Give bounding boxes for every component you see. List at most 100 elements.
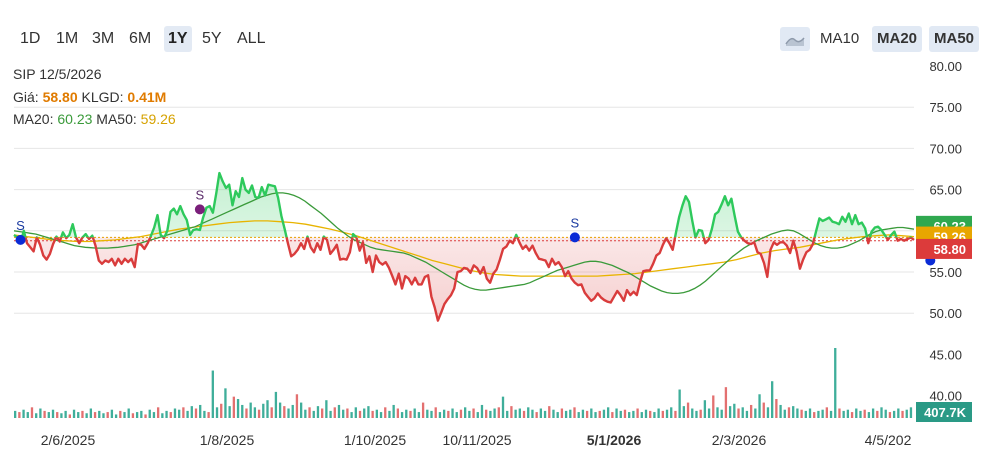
signal-dot <box>925 255 936 266</box>
price-area-up <box>14 173 897 238</box>
volume-bar <box>817 410 820 418</box>
volume-bar <box>640 412 643 418</box>
ma50-label: MA50: <box>96 111 137 127</box>
signal-dot <box>569 232 580 243</box>
volume-bar <box>14 410 17 418</box>
price-volume-line: Giá: 58.80 KLGD: 0.41M <box>13 89 166 105</box>
volume-bar <box>110 409 114 418</box>
ma20-last-label: 60.23 <box>933 219 966 234</box>
volume-bar <box>291 404 294 418</box>
volume-bar <box>102 413 105 418</box>
volume-bar <box>127 408 130 418</box>
ma20-last-label-box <box>916 215 972 236</box>
volume-bar <box>728 406 732 418</box>
volume-bar <box>367 406 370 418</box>
volume-bar <box>245 408 248 418</box>
volume-bar <box>203 410 206 418</box>
ma50-line <box>13 220 915 277</box>
volume-bar <box>686 402 690 418</box>
range-6m-button[interactable]: 6M <box>129 30 152 47</box>
price-line-up <box>13 171 913 238</box>
ma20-value: 60.23 <box>57 111 93 127</box>
volume-bar <box>35 413 38 418</box>
volume-bar <box>131 413 135 418</box>
volume-bar <box>379 412 383 418</box>
volume-bar <box>813 412 816 418</box>
x-axis: 2/6/2025 1/8/2025 1/10/2025 10/11/2025 5/1/2… <box>41 432 912 448</box>
price-label: Giá: <box>13 89 39 105</box>
toolbar: 1D 1M 3M 6M 1Y 5Y ALL MA10 MA20 MA50 <box>0 0 999 80</box>
volume-bar <box>876 410 879 418</box>
volume-bar <box>863 409 866 418</box>
volume-bar <box>123 412 126 418</box>
volume-bar <box>182 407 185 418</box>
volume-bar <box>560 408 564 418</box>
volume-bar <box>371 410 374 418</box>
volume-bar <box>236 399 240 418</box>
volume-bar <box>661 410 664 418</box>
volume-bar <box>114 414 118 418</box>
volume-bar <box>30 407 34 418</box>
signal-dot <box>15 234 26 245</box>
ma10-button[interactable]: MA10 <box>820 30 860 47</box>
ma50-button[interactable]: MA50 <box>929 26 980 52</box>
volume-bar <box>455 412 458 418</box>
volume-bar <box>573 407 576 418</box>
volume-bar <box>581 409 585 418</box>
volume-bar <box>632 410 635 418</box>
volume-bar <box>451 408 454 418</box>
volume-bar <box>215 407 219 418</box>
range-5y-button[interactable]: 5Y <box>202 30 222 47</box>
volume-bar <box>602 409 606 418</box>
volume-bar <box>590 408 593 418</box>
price-value: 58.80 <box>42 89 78 105</box>
volume-bar <box>585 410 589 418</box>
volume-bar <box>472 408 475 418</box>
range-all-button[interactable]: ALL <box>237 30 266 47</box>
area-chart-toggle-button[interactable] <box>780 27 810 51</box>
range-3m-button[interactable]: 3M <box>92 30 115 47</box>
volume-bar <box>426 409 429 418</box>
volume-bar <box>438 412 442 418</box>
volume-bar <box>81 410 84 418</box>
symbol-date-label: SIP 12/5/2026 <box>13 66 102 82</box>
range-1d-button[interactable]: 1D <box>20 30 41 47</box>
volume-bar <box>577 412 580 418</box>
volume-bar <box>274 391 278 418</box>
volume-bar <box>670 407 673 418</box>
volume-bar <box>396 408 400 418</box>
volume-bar <box>363 408 366 418</box>
volume-bar <box>628 412 631 418</box>
signal-markers: S S S S <box>15 187 936 266</box>
volume-bar <box>838 408 841 418</box>
volume-bar <box>762 402 765 418</box>
volume-bar <box>207 412 210 418</box>
range-1y-button[interactable]: 1Y <box>164 26 192 52</box>
volume-bar <box>842 410 845 418</box>
y-tick-label: 50.00 <box>929 306 962 321</box>
volume-bar <box>60 413 63 418</box>
volume-bar <box>594 412 597 418</box>
price-last-label: 58.80 <box>933 242 966 257</box>
volume-bar <box>178 409 181 418</box>
volume-bar <box>901 410 904 418</box>
volume-bar <box>749 404 753 418</box>
volume-bar <box>442 409 446 418</box>
volume-bar <box>388 410 391 418</box>
range-1m-button[interactable]: 1M <box>56 30 79 47</box>
volume-bar <box>140 410 143 418</box>
volume-bar <box>699 409 702 418</box>
volume-bar <box>775 399 778 418</box>
volume-bar <box>89 408 93 418</box>
volume-bar <box>716 407 719 418</box>
volume-bar <box>909 407 913 418</box>
volume-bar <box>480 404 484 418</box>
volume-bar <box>93 412 97 418</box>
volume-bar <box>615 408 618 418</box>
volume-bar <box>232 396 236 418</box>
volume-bar <box>636 408 639 418</box>
volume-bar <box>649 410 652 418</box>
volume-bar <box>434 407 437 418</box>
ma20-button[interactable]: MA20 <box>872 26 923 52</box>
volume-bar <box>43 410 46 418</box>
